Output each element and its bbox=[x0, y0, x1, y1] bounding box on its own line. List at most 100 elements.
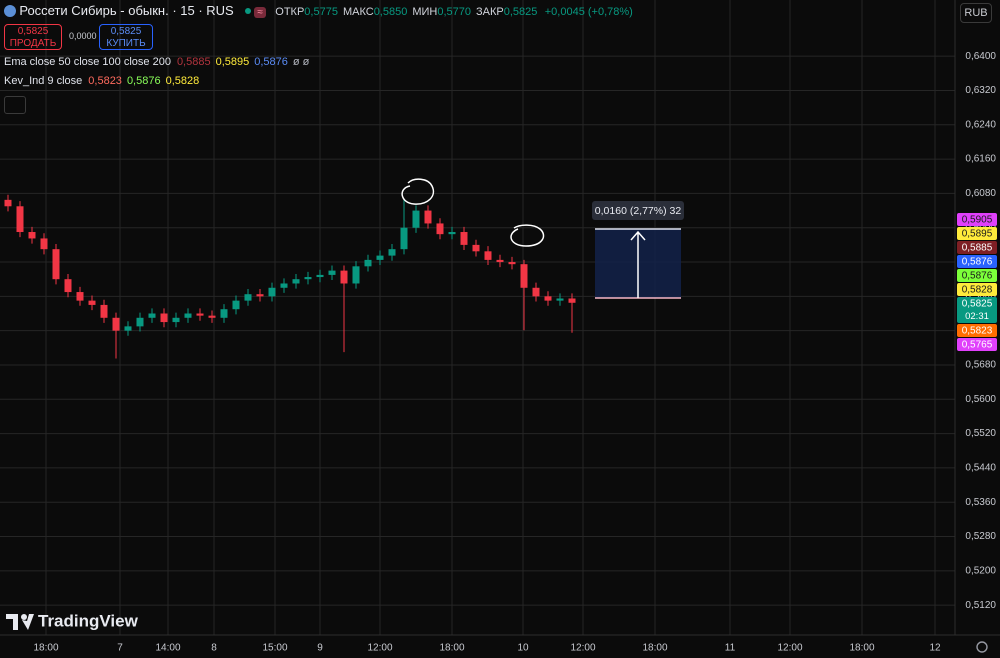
y-tick-label: 0,5120 bbox=[965, 600, 996, 611]
price-tag bbox=[957, 324, 997, 337]
indicator-value: 0,5885 bbox=[176, 56, 211, 68]
candle-body bbox=[76, 292, 84, 301]
price-tag bbox=[957, 213, 997, 226]
x-tick-label: 7 bbox=[117, 643, 123, 654]
buy-button[interactable]: 0,5825 КУПИТЬ bbox=[99, 24, 153, 50]
currency[interactable]: RUB bbox=[960, 3, 992, 23]
candle-body bbox=[160, 313, 168, 323]
ohlc-label: ОТКР bbox=[275, 6, 305, 18]
brand-logo-dot bbox=[21, 614, 27, 620]
y-tick-label: 0,5280 bbox=[965, 531, 996, 542]
candle-body bbox=[280, 283, 288, 288]
x-tick-label: 14:00 bbox=[155, 643, 180, 654]
y-tick-label: 0,6320 bbox=[965, 85, 996, 96]
time-axis: 18:00 7 14:00 8 15:00 9 12:00 18:00 10 12:00 18:00… bbox=[33, 643, 941, 654]
candle-body bbox=[544, 296, 552, 301]
price-tag bbox=[957, 241, 997, 254]
candle-body bbox=[28, 232, 36, 239]
collapse-legend[interactable] bbox=[4, 96, 26, 114]
x-tick-label: 18:00 bbox=[642, 643, 667, 654]
candle-body bbox=[136, 317, 144, 327]
candle-body bbox=[328, 270, 336, 275]
x-tick-label: 10 bbox=[517, 643, 529, 654]
x-tick-label: 18:00 bbox=[439, 643, 464, 654]
buy-price: 0,5825 bbox=[110, 26, 142, 37]
change: +0,0045 (+0,78%) bbox=[544, 6, 633, 18]
sell-price: 0,5825 bbox=[17, 26, 49, 37]
candle-body bbox=[340, 270, 348, 284]
candle-body bbox=[436, 223, 444, 235]
indicator-value: 0,5823 bbox=[88, 75, 122, 87]
y-tick-label: 0,6240 bbox=[965, 119, 996, 130]
candle-body bbox=[196, 313, 204, 316]
candle-body bbox=[400, 227, 408, 250]
price-tag bbox=[957, 255, 997, 268]
x-tick-label: 18:00 bbox=[33, 643, 58, 654]
x-tick-label: 8 bbox=[211, 643, 217, 654]
price-tag-label: 0,5823 bbox=[962, 326, 993, 337]
indicator-value: 0,5876 bbox=[126, 75, 161, 87]
drawing-circle[interactable] bbox=[401, 178, 435, 205]
indicator-value: 0,5876 bbox=[254, 56, 288, 68]
symbol-row: Россети Сибирь - обыкн. · 15 · RUS ≈ ОТК… bbox=[4, 3, 633, 18]
y-tick-label: 0,5680 bbox=[965, 360, 996, 371]
x-tick-label: 11 bbox=[725, 643, 736, 654]
price-tag-label: 0,5895 bbox=[962, 229, 993, 240]
price-tag bbox=[957, 338, 997, 351]
y-tick-label: 0,5360 bbox=[965, 497, 996, 508]
x-tick-label: 15:00 bbox=[262, 643, 287, 654]
candle-body bbox=[556, 298, 564, 301]
y-tick-label: 0,6080 bbox=[965, 188, 996, 199]
candle-body bbox=[424, 210, 432, 224]
candle-body bbox=[268, 287, 276, 297]
y-tick-label: 0,6400 bbox=[965, 51, 996, 62]
price-tag bbox=[957, 269, 997, 282]
candle-body bbox=[124, 326, 132, 331]
measure-label-bg bbox=[592, 201, 684, 220]
ohlc-value: 0,5850 bbox=[373, 6, 408, 18]
ohlc-label: МИН bbox=[412, 6, 438, 18]
grid bbox=[0, 0, 955, 635]
price-tag-label: 0,5876 bbox=[962, 257, 993, 268]
sell-label: ПРОДАТЬ bbox=[9, 38, 57, 49]
x-tick-label: 18:00 bbox=[849, 643, 874, 654]
candle-body bbox=[256, 294, 264, 297]
candle-body bbox=[568, 298, 576, 303]
candle-body bbox=[40, 238, 48, 250]
drawing-circle[interactable] bbox=[510, 224, 545, 247]
sell-button[interactable]: 0,5825 ПРОДАТЬ bbox=[4, 24, 62, 50]
candle-body bbox=[316, 274, 324, 278]
candle-body bbox=[460, 232, 468, 245]
price-tag-label: 0,5885 bbox=[962, 243, 993, 254]
measure-arrow bbox=[630, 230, 646, 298]
price-tag-label: 0,5765 bbox=[962, 340, 993, 351]
indicator-row[interactable]: Ema close 50 close 100 close 200 0,5885 0,… bbox=[4, 56, 309, 68]
price-tag-label: 0,5905 bbox=[962, 215, 993, 226]
symbol[interactable]: Россети Сибирь - обыкн. · 15 · RUS bbox=[19, 3, 234, 18]
candle-body bbox=[376, 255, 384, 260]
price-tag-label: 0,5876 bbox=[962, 271, 993, 282]
ohlc-label: МАКС bbox=[342, 6, 374, 18]
buy-label: КУПИТЬ bbox=[106, 38, 146, 49]
symbol-logo bbox=[4, 5, 16, 17]
candle-body bbox=[412, 210, 420, 228]
ohlc-label: ЗАКР bbox=[476, 6, 504, 18]
candle-body bbox=[112, 317, 120, 331]
spread: 0,0000 bbox=[69, 31, 97, 41]
y-tick-label: 0,5440 bbox=[965, 463, 996, 474]
candle-body bbox=[100, 304, 108, 318]
price-tag-label: 0,5825 bbox=[962, 299, 993, 310]
indicator-value: 0,5828 bbox=[165, 75, 200, 87]
price-tag bbox=[957, 227, 997, 240]
candle-body bbox=[4, 199, 12, 207]
indicator-row[interactable]: Kev_Ind 9 close 0,5823 0,5876 0,5828 bbox=[4, 75, 204, 87]
settings-icon[interactable] bbox=[976, 641, 988, 653]
brand-name: TradingView bbox=[38, 611, 139, 630]
price-tags: 0,59050,58950,58850,58760,58760,58280,58… bbox=[957, 213, 997, 351]
candle-body bbox=[352, 266, 360, 284]
candle-body bbox=[184, 313, 192, 318]
candle-body bbox=[472, 244, 480, 252]
y-tick-label: 0,6160 bbox=[965, 154, 996, 165]
